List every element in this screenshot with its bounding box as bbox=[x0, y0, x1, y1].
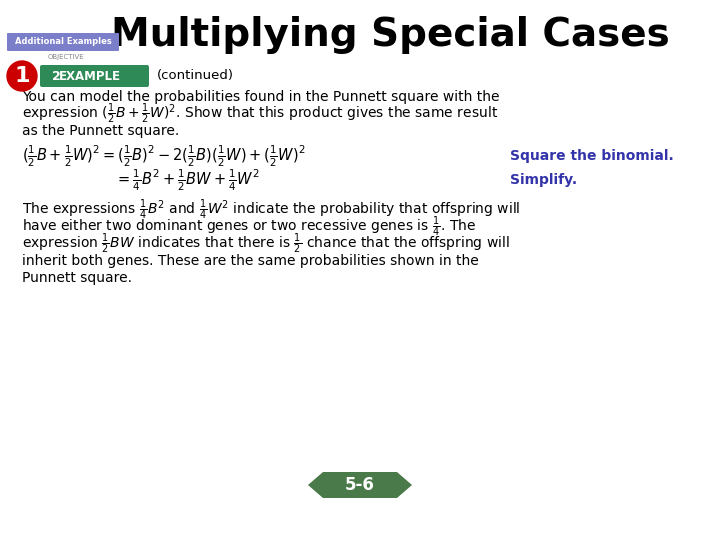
Text: expression $\frac{1}{2}BW$ indicates that there is $\frac{1}{2}$ chance that the: expression $\frac{1}{2}BW$ indicates tha… bbox=[22, 232, 510, 256]
Polygon shape bbox=[308, 472, 323, 498]
Text: OBJECTIVE: OBJECTIVE bbox=[48, 54, 85, 60]
FancyBboxPatch shape bbox=[7, 33, 119, 51]
FancyBboxPatch shape bbox=[323, 472, 397, 498]
Text: $= \frac{1}{4}B^2 + \frac{1}{2}BW + \frac{1}{4}W^2$: $= \frac{1}{4}B^2 + \frac{1}{2}BW + \fra… bbox=[115, 167, 259, 193]
Text: expression $(\frac{1}{2}B + \frac{1}{2}W)^2$. Show that this product gives the s: expression $(\frac{1}{2}B + \frac{1}{2}W… bbox=[22, 102, 498, 126]
Circle shape bbox=[7, 61, 37, 91]
Text: Square the binomial.: Square the binomial. bbox=[510, 149, 674, 163]
Text: 1: 1 bbox=[14, 66, 30, 86]
Text: Multiplying Special Cases: Multiplying Special Cases bbox=[111, 16, 670, 54]
Text: (continued): (continued) bbox=[157, 70, 234, 83]
Text: as the Punnett square.: as the Punnett square. bbox=[22, 124, 179, 138]
Text: EXAMPLE: EXAMPLE bbox=[59, 70, 121, 83]
Text: $(\frac{1}{2}B + \frac{1}{2}W)^2 = (\frac{1}{2}B)^2 - 2(\frac{1}{2}B)(\frac{1}{2: $(\frac{1}{2}B + \frac{1}{2}W)^2 = (\fra… bbox=[22, 143, 305, 168]
Text: inherit both genes. These are the same probabilities shown in the: inherit both genes. These are the same p… bbox=[22, 254, 479, 268]
Text: The expressions $\frac{1}{4}B^2$ and $\frac{1}{4}W^2$ indicate the probability t: The expressions $\frac{1}{4}B^2$ and $\f… bbox=[22, 198, 521, 222]
Text: 2: 2 bbox=[52, 70, 60, 83]
FancyBboxPatch shape bbox=[40, 65, 149, 87]
Text: You can model the probabilities found in the Punnett square with the: You can model the probabilities found in… bbox=[22, 90, 500, 104]
Text: 5-6: 5-6 bbox=[345, 476, 375, 494]
Polygon shape bbox=[397, 472, 412, 498]
Text: Additional Examples: Additional Examples bbox=[14, 37, 112, 46]
Text: Simplify.: Simplify. bbox=[510, 173, 577, 187]
Text: have either two dominant genes or two recessive genes is $\frac{1}{4}$. The: have either two dominant genes or two re… bbox=[22, 215, 476, 239]
Text: Punnett square.: Punnett square. bbox=[22, 271, 132, 285]
